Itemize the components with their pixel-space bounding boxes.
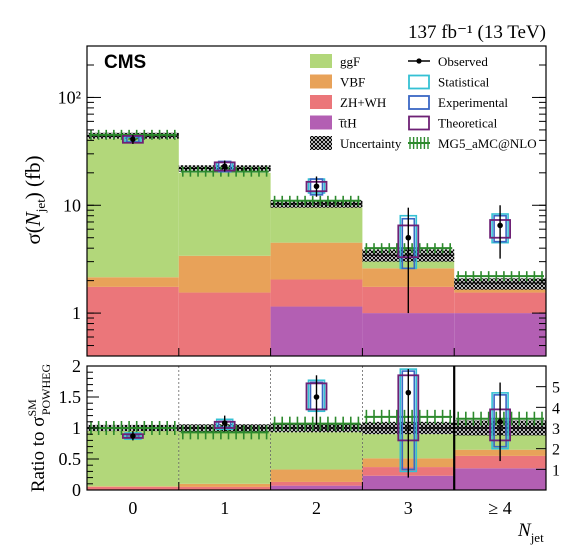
ratio-panel-frame	[86, 365, 547, 491]
stack-bar-vbf-1	[178, 255, 271, 293]
legend: ggF VBF ZH+WH t̅tH Uncertainty Observed Statis…	[310, 54, 537, 151]
stack-bar-ggf-2	[270, 204, 363, 243]
ratio-y-axis-label: Ratio to σSMPOWHEG	[25, 363, 53, 492]
legend-uncertainty-swatch	[310, 136, 332, 150]
ratio-right-y-tick-label: 2	[552, 442, 560, 459]
legend-experimental-swatch	[408, 95, 430, 110]
ratio-stack-zh-wh-1	[178, 486, 271, 490]
ratio-y-tick-label: 2	[72, 356, 81, 376]
ratio-observed-point-2	[313, 394, 320, 400]
legend-zh-wh-label: ZH+WH	[340, 95, 386, 110]
legend-observed-label: Observed	[438, 54, 488, 69]
observed-point-0	[130, 136, 136, 142]
observed-point-1	[221, 163, 228, 170]
legend-experimental-label: Experimental	[438, 95, 508, 110]
observed-point-2	[313, 183, 320, 190]
legend-theoretical-swatch	[408, 115, 430, 131]
stack-bar-ggf-1	[178, 172, 271, 256]
ratio-stack-ggf-1	[178, 428, 271, 484]
uncertainty-band-4	[454, 278, 546, 290]
top-panel-frame	[86, 45, 547, 357]
stack-bar-t-th-3	[362, 313, 455, 356]
legend-ggf-swatch	[310, 54, 332, 68]
legend-uncertainty-label: Uncertainty	[340, 136, 402, 151]
ratio-stack-zh-wh-0	[87, 486, 179, 490]
stack-bar-ggf-0	[87, 135, 179, 278]
top-panel	[87, 64, 546, 357]
ratio-observed-point-1	[221, 420, 228, 426]
stack-bar-zh-wh-4	[454, 292, 546, 314]
stack-bar-zh-wh-1	[178, 292, 271, 356]
ratio-stack-vbf-0	[87, 486, 179, 487]
x-tick-label-3: 3	[404, 498, 413, 518]
ratio-y-tick-label: 1	[72, 418, 81, 438]
stack-bar-t-th-4	[454, 313, 546, 356]
ratio-panel	[87, 365, 546, 491]
legend-theoretical-label: Theoretical	[438, 116, 498, 131]
legend-vbf-label: VBF	[340, 75, 365, 90]
top-y-tick-label: 1	[72, 303, 81, 323]
ratio-stack-vbf-1	[178, 483, 271, 487]
ratio-stack-t-th-4	[454, 468, 546, 490]
stack-bar-zh-wh-0	[87, 286, 179, 356]
top-y-axis-label: σ(Njet) (fb)	[21, 155, 48, 244]
ratio-right-y-tick-label: 5	[552, 380, 560, 397]
ratio-stack-vbf-2	[270, 469, 363, 482]
x-axis-label: Njet	[517, 520, 544, 545]
ratio-observed-point-3	[405, 389, 412, 396]
ratio-stack-zh-wh-2	[270, 481, 363, 486]
legend-ggf-label: ggF	[340, 54, 360, 69]
legend-zh-wh-swatch	[310, 95, 332, 109]
top-y-tick-label: 10	[63, 195, 81, 215]
ratio-right-y-tick-label: 3	[552, 421, 560, 438]
ratio-right-y-tick-label: 4	[552, 400, 560, 417]
legend-mg5-amc-nlo-label: MG5_aMC@NLO	[438, 136, 537, 151]
ratio-stack-zh-wh-4	[454, 455, 546, 469]
stack-bar-zh-wh-2	[270, 279, 363, 307]
stack-bar-vbf-0	[87, 277, 179, 287]
ratio-stack-ggf-2	[270, 428, 363, 470]
ratio-right-y-tick-label: 1	[552, 462, 560, 479]
x-tick-label-0: 0	[128, 498, 137, 518]
observed-point-3	[405, 234, 412, 241]
ratio-observed-point-4	[497, 419, 503, 425]
x-tick-label-1: 1	[220, 498, 229, 518]
legend-observed-swatch-dot	[416, 58, 422, 64]
legend-t-th-swatch	[310, 115, 332, 130]
stack-bar-vbf-4	[454, 286, 546, 293]
ratio-y-tick-label: 0	[72, 480, 81, 500]
legend-statistical-label: Statistical	[438, 75, 490, 90]
lumi-energy-label: 137 fb⁻¹ (13 TeV)	[408, 22, 546, 43]
legend-statistical-swatch	[408, 74, 430, 90]
legend-vbf-swatch	[310, 74, 332, 89]
observed-point-4	[497, 222, 503, 229]
ratio-observed-point-0	[130, 433, 136, 439]
ratio-y-tick-label: 0.5	[59, 449, 82, 469]
stack-bar-t-th-2	[270, 306, 363, 356]
cms-label: CMS	[104, 52, 146, 73]
x-tick-label-2: 2	[312, 498, 321, 518]
top-y-tick-label: 10²	[58, 87, 81, 107]
stack-bar-vbf-2	[270, 242, 363, 280]
ratio-stack-t-th-3	[362, 475, 455, 490]
legend-t-th-label: t̅tH	[338, 116, 357, 131]
ratio-y-tick-label: 1.5	[59, 387, 82, 407]
ratio-stack-t-th-2	[270, 485, 363, 490]
x-tick-label-4: ≥ 4	[488, 498, 511, 518]
